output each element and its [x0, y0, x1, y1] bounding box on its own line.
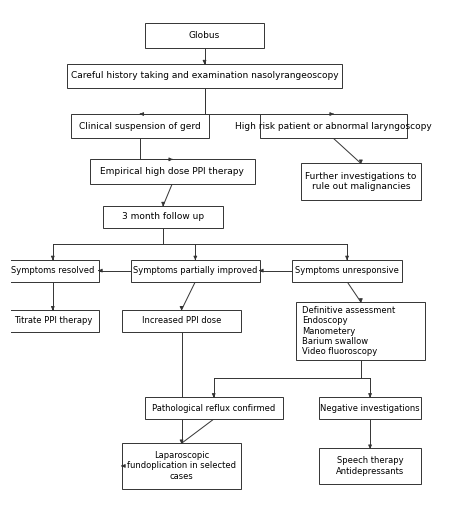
Text: Symptoms partially improved: Symptoms partially improved [133, 266, 257, 275]
FancyBboxPatch shape [103, 206, 223, 228]
Text: Symptoms unresponsive: Symptoms unresponsive [295, 266, 399, 275]
FancyBboxPatch shape [260, 114, 407, 138]
Text: Clinical suspension of gerd: Clinical suspension of gerd [79, 122, 201, 131]
FancyBboxPatch shape [122, 310, 241, 332]
Text: Symptoms resolved: Symptoms resolved [11, 266, 94, 275]
FancyBboxPatch shape [145, 23, 264, 47]
Text: Definitive assessment
Endoscopy
Manometery
Barium swallow
Video fluoroscopy: Definitive assessment Endoscopy Manomete… [302, 306, 396, 356]
Text: Further investigations to
rule out malignancies: Further investigations to rule out malig… [305, 172, 417, 191]
FancyBboxPatch shape [71, 114, 209, 138]
FancyBboxPatch shape [319, 448, 420, 484]
FancyBboxPatch shape [319, 397, 420, 419]
Text: Speech therapy
Antidepressants: Speech therapy Antidepressants [336, 456, 404, 475]
Text: Laparoscopic
fundoplication in selected
cases: Laparoscopic fundoplication in selected … [127, 451, 236, 481]
FancyBboxPatch shape [292, 260, 402, 281]
Text: 3 month follow up: 3 month follow up [122, 212, 204, 221]
FancyBboxPatch shape [131, 260, 260, 281]
Text: Pathological reflux confirmed: Pathological reflux confirmed [152, 404, 275, 413]
Text: Globus: Globus [189, 31, 220, 40]
Text: Empirical high dose PPI therapy: Empirical high dose PPI therapy [100, 167, 244, 176]
FancyBboxPatch shape [122, 443, 241, 489]
Text: Increased PPI dose: Increased PPI dose [142, 317, 221, 325]
Text: Negative investigations: Negative investigations [320, 404, 420, 413]
Text: Careful history taking and examination nasolyrangeoscopy: Careful history taking and examination n… [71, 71, 338, 80]
FancyBboxPatch shape [7, 260, 99, 281]
Text: High risk patient or abnormal laryngoscopy: High risk patient or abnormal laryngosco… [235, 122, 432, 131]
FancyBboxPatch shape [301, 163, 420, 200]
FancyBboxPatch shape [66, 64, 343, 88]
FancyBboxPatch shape [7, 310, 99, 332]
FancyBboxPatch shape [145, 397, 283, 419]
Text: Titrate PPI therapy: Titrate PPI therapy [14, 317, 92, 325]
FancyBboxPatch shape [297, 302, 425, 360]
FancyBboxPatch shape [90, 159, 255, 184]
